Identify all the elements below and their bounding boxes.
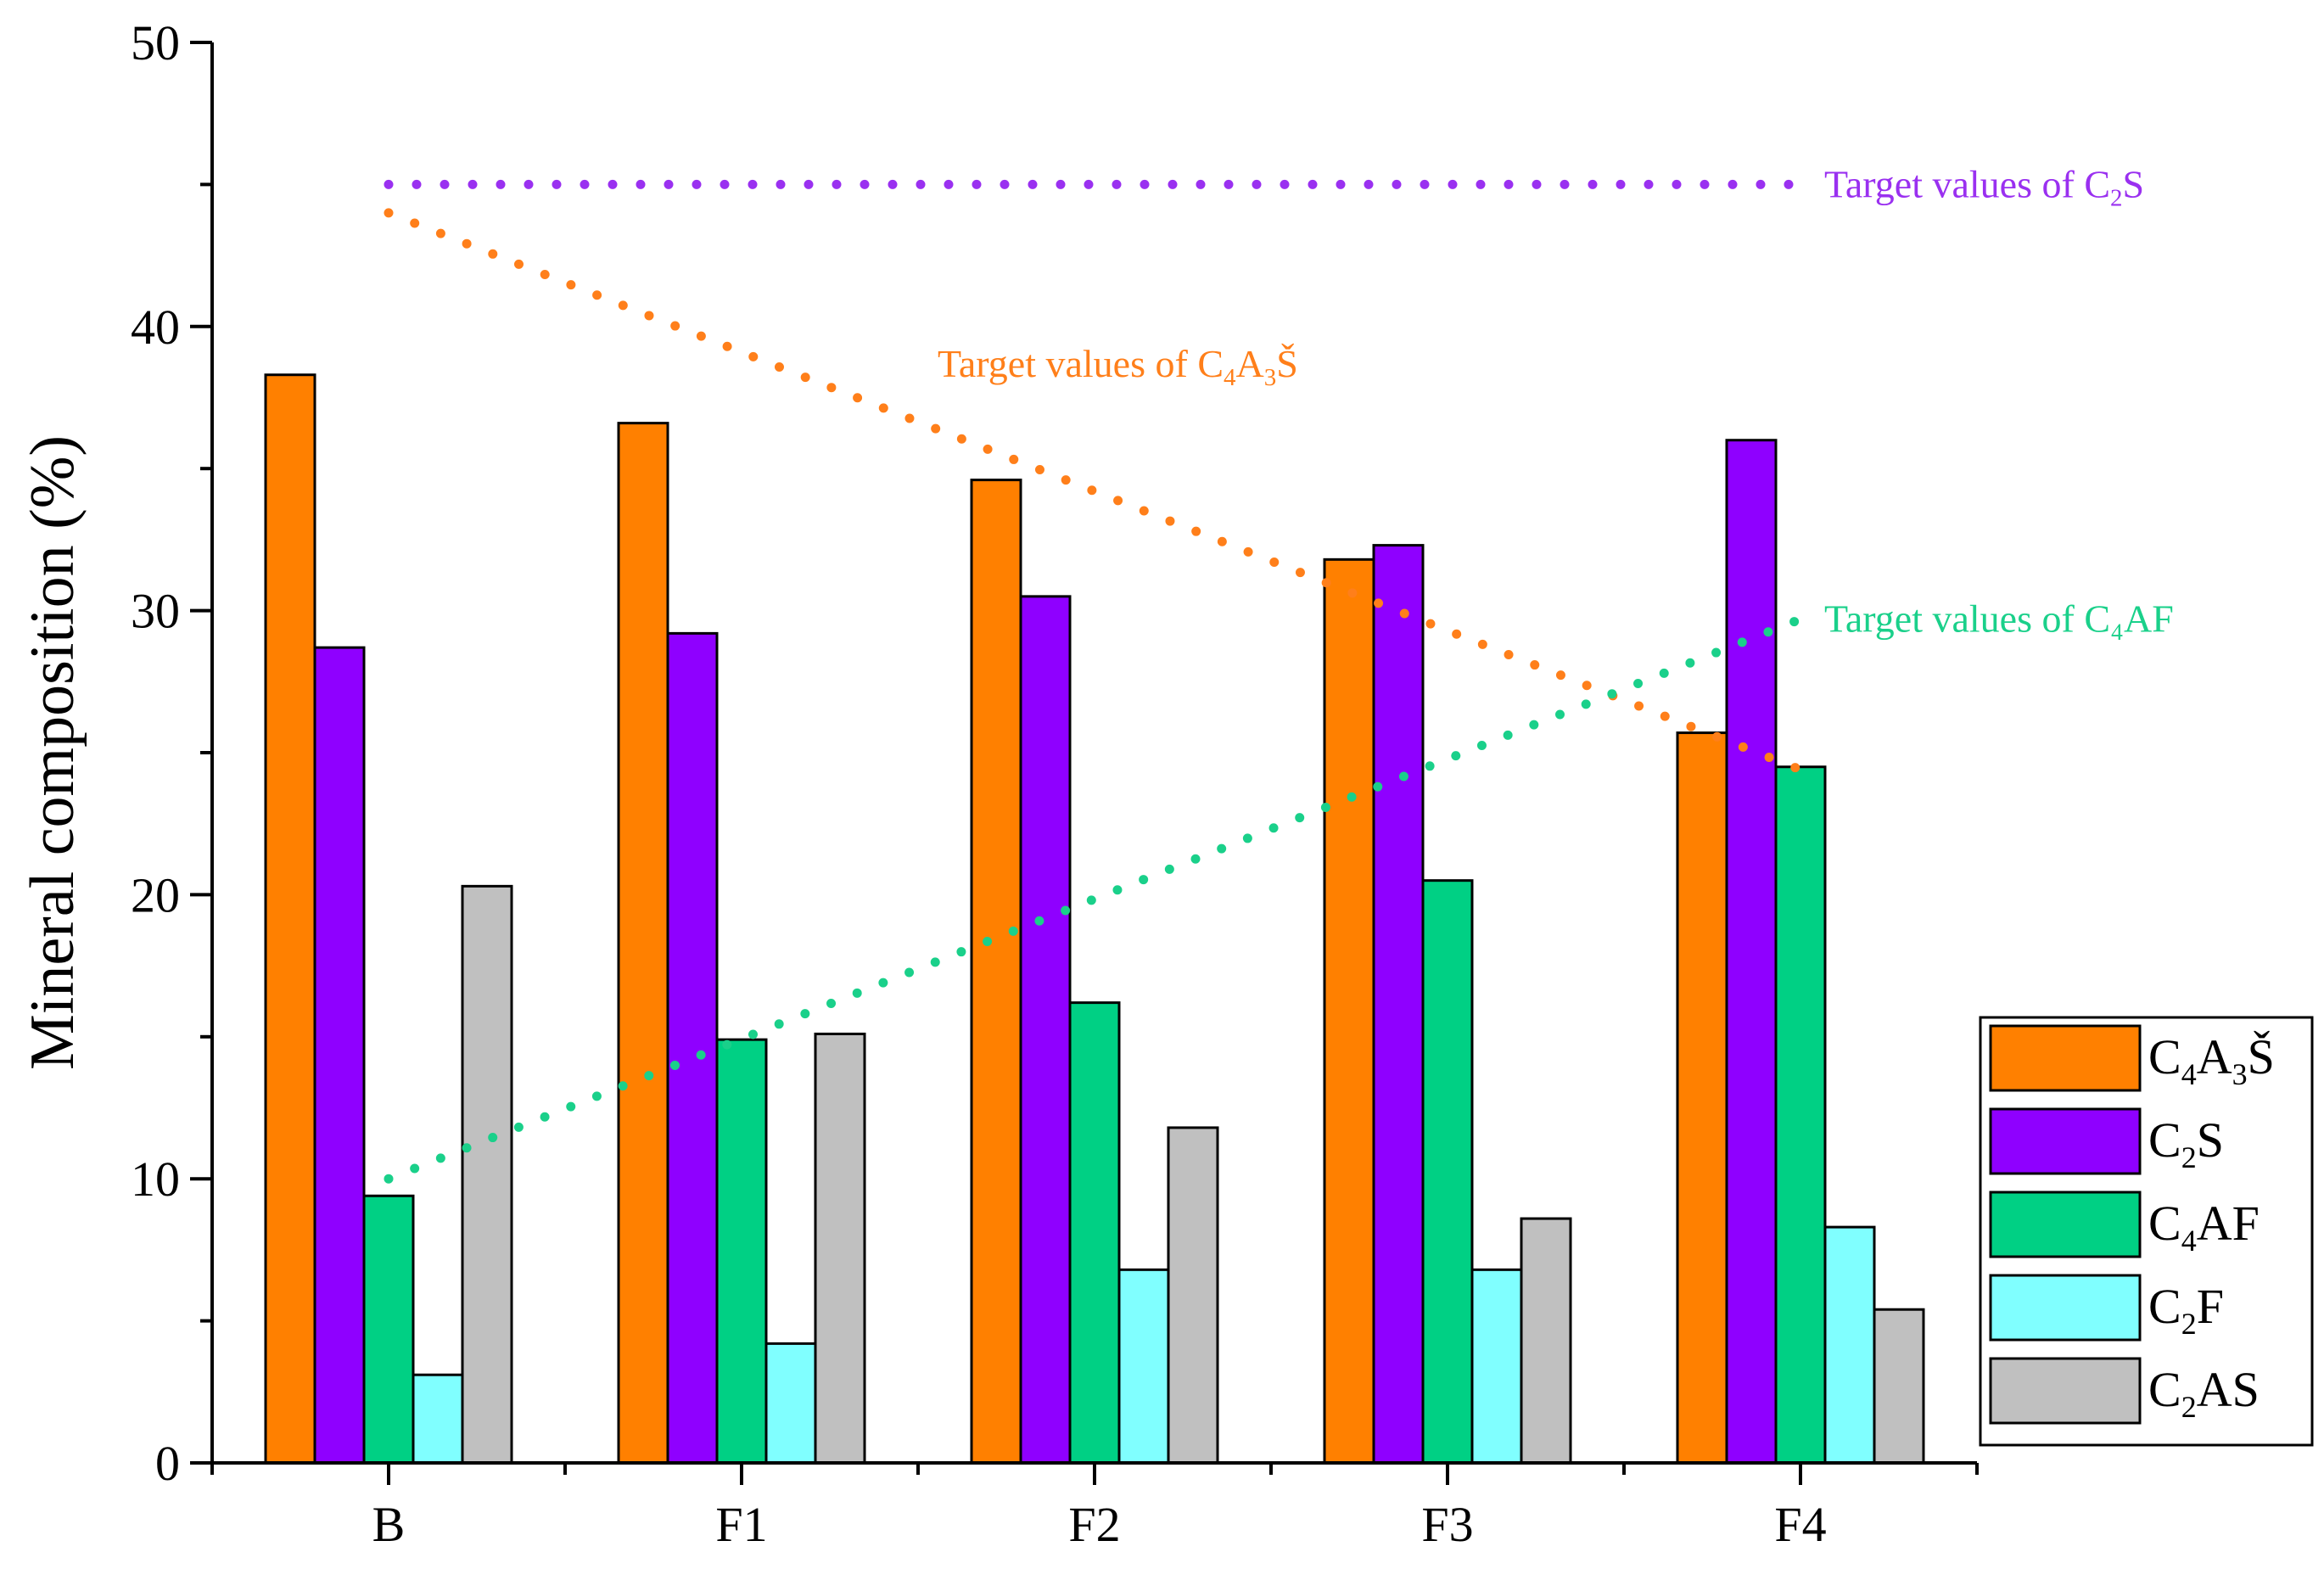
bar-f3-c4a3: [1323, 557, 1375, 1465]
target-line-target-values-of-c4af: [384, 614, 1806, 1184]
bar-f3-c2s: [1372, 544, 1425, 1465]
y-tick-label-10: 10: [131, 1151, 180, 1207]
legend-swatch-c4a3: [1989, 1024, 2142, 1092]
bar-f1-c2f: [764, 1342, 817, 1465]
bars-layer: [264, 373, 1925, 1465]
target-label-target-values-of-c4af: Target values of C₄AF: [1824, 597, 2174, 641]
legend-label-c2f: C2F: [2148, 1279, 2224, 1341]
legend-label-c2as: C2AS: [2148, 1362, 2260, 1424]
bar-f4-c4af: [1774, 765, 1827, 1465]
bar-f2-c4af: [1068, 1001, 1121, 1465]
bar-b-c2f: [412, 1373, 464, 1465]
legend-swatch-c2f: [1989, 1274, 2142, 1342]
bar-f4-c2s: [1725, 439, 1778, 1465]
y-tick-label-30: 30: [131, 584, 180, 639]
legend-label-c2s: C2S: [2148, 1112, 2224, 1174]
bar-f1-c2as: [814, 1032, 866, 1465]
bar-b-c4a3: [264, 373, 316, 1465]
x-tick-label-f3: F3: [1421, 1497, 1473, 1552]
bar-f2-c2f: [1117, 1268, 1170, 1465]
legend-label-c4af: C4AF: [2148, 1196, 2260, 1258]
bar-f1-c2s: [666, 631, 719, 1465]
x-tick-label-f1: F1: [715, 1497, 767, 1552]
target-lines-layer: Target values of C2S Target values of C4A…: [384, 162, 2174, 1184]
bar-f3-c2as: [1520, 1217, 1572, 1465]
target-label-target-values-of-c4a3: Target values of C4A3Š: [938, 342, 1298, 391]
legend-swatch-c2s: [1989, 1107, 2142, 1175]
y-axis-label: Mineral composition (%): [18, 435, 87, 1070]
target-label-target-values-of-c2s: Target values of C2S: [1824, 162, 2144, 211]
bar-f4-c2f: [1823, 1225, 1876, 1465]
bar-b-c4af: [362, 1194, 415, 1465]
legend-swatch-c2as: [1989, 1357, 2142, 1425]
bar-f2-c2as: [1167, 1126, 1219, 1465]
y-tick-label-50: 50: [131, 15, 180, 70]
bar-f3-c2f: [1470, 1268, 1523, 1465]
legend-label-c4a3: C4A3Š: [2148, 1029, 2275, 1091]
legend-swatch-c4af: [1989, 1191, 2142, 1258]
bar-f3-c4af: [1421, 879, 1474, 1465]
legend: C4A3Š C2S C4AF C2F C2AS: [1979, 1016, 2314, 1447]
bar-f2-c4a3: [970, 479, 1022, 1465]
bar-f1-c4a3: [617, 422, 669, 1465]
y-tick-label-40: 40: [131, 300, 180, 355]
y-tick-label-0: 0: [155, 1436, 180, 1491]
target-line-target-values-of-c4a3: [384, 208, 1806, 775]
y-tick-label-20: 20: [131, 867, 180, 922]
x-tick-label-f4: F4: [1774, 1497, 1826, 1552]
bar-b-c2s: [313, 646, 366, 1465]
bar-f1-c4af: [715, 1038, 768, 1465]
bar-f4-c2as: [1873, 1308, 1925, 1465]
axes-layer: 0 10 20 30 40 50 B F1 F2 F3 F4 Mineral composition …: [18, 15, 1979, 1552]
bar-f4-c4a3: [1676, 731, 1728, 1465]
bar-b-c2as: [461, 884, 513, 1465]
bar-f2-c2s: [1019, 595, 1072, 1465]
x-tick-label-b: B: [372, 1497, 406, 1552]
x-tick-label-f2: F2: [1068, 1497, 1120, 1552]
